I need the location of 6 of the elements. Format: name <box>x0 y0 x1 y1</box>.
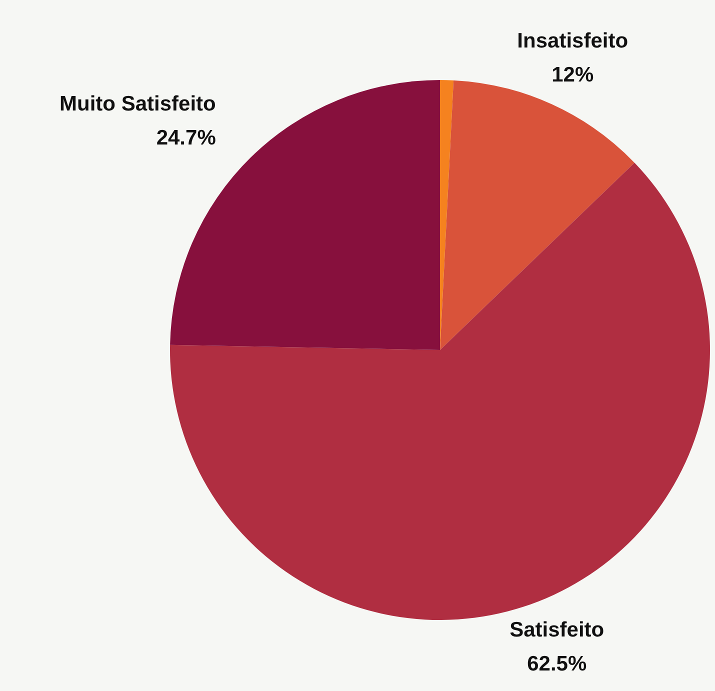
slice-label: Satisfeito <box>510 618 604 642</box>
slice-label: Insatisfeito <box>517 30 628 53</box>
slice-label: Muito Satisfeito <box>60 92 216 116</box>
data-label: 24.7% <box>156 126 216 150</box>
data-label: 62.5% <box>527 652 587 676</box>
data-label: 12% <box>552 64 594 87</box>
